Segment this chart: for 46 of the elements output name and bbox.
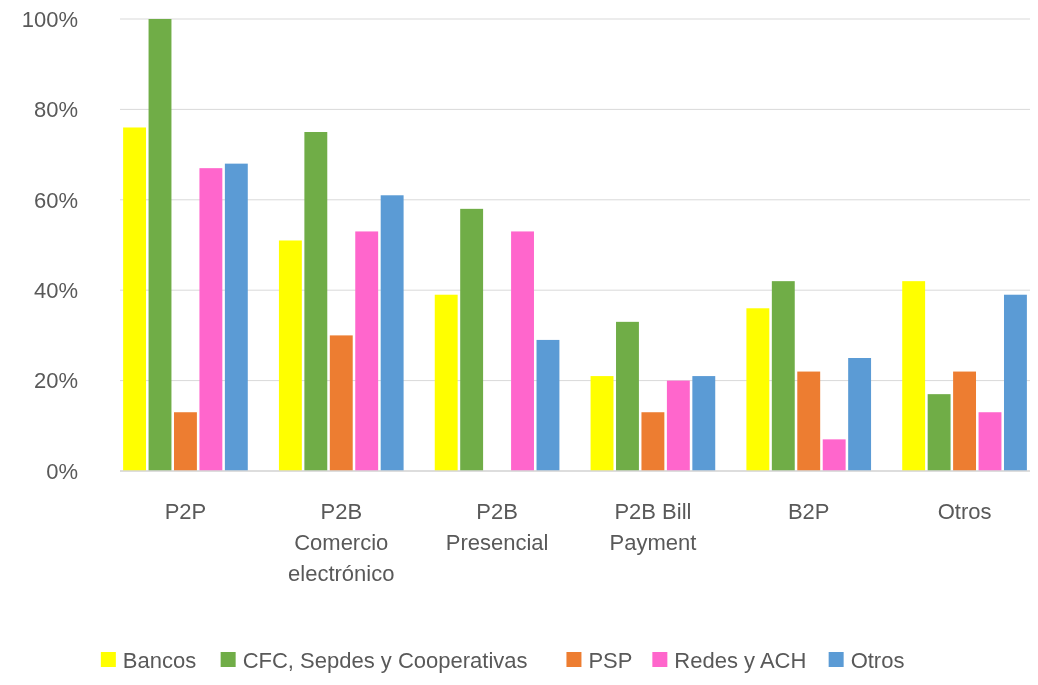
legend-label: Otros (850, 648, 905, 673)
bar (692, 376, 716, 471)
legend-label: Bancos (122, 648, 197, 673)
bar (822, 439, 846, 471)
bar (666, 380, 690, 471)
y-tick-label: 100% (21, 6, 78, 32)
bar (278, 240, 302, 471)
bar (902, 281, 926, 471)
y-tick-label: 20% (33, 368, 78, 394)
bar (380, 195, 404, 471)
bar (616, 321, 639, 471)
bar (329, 335, 353, 471)
bar (460, 208, 484, 471)
bar (641, 412, 665, 471)
bar (199, 168, 223, 471)
bar (174, 412, 197, 471)
y-tick-label: 40% (33, 277, 78, 303)
bar (224, 163, 248, 471)
bar (1003, 294, 1027, 471)
y-tick-label: 80% (33, 97, 78, 123)
bar (953, 371, 976, 471)
bar (746, 308, 770, 471)
x-tick-label: P2P (164, 499, 207, 524)
bar (771, 281, 795, 471)
x-tick-label: P2B Bill Payment (609, 499, 697, 555)
legend-label: CFC, Sepdes y Cooperativas (242, 648, 528, 673)
bar (797, 371, 821, 471)
bar (511, 231, 534, 471)
bar (304, 132, 328, 471)
bar (355, 231, 379, 471)
legend-label: PSP (588, 648, 633, 673)
x-tick-label: P2B Presencial (445, 499, 549, 555)
bar (978, 412, 1002, 471)
x-tick-label: P2B Comercio electrónico (288, 499, 395, 586)
y-tick-label: 60% (33, 187, 78, 213)
x-tick-label: B2P (787, 499, 830, 524)
bar (590, 376, 614, 471)
bar (148, 19, 172, 471)
x-tick-label: Otros (937, 499, 992, 524)
legend-label: Redes y ACH (674, 648, 807, 673)
bar (848, 358, 872, 471)
bar (123, 127, 147, 471)
y-tick-label: 0% (46, 458, 78, 484)
bar (536, 339, 560, 471)
bar (434, 294, 458, 471)
bar (927, 394, 951, 471)
